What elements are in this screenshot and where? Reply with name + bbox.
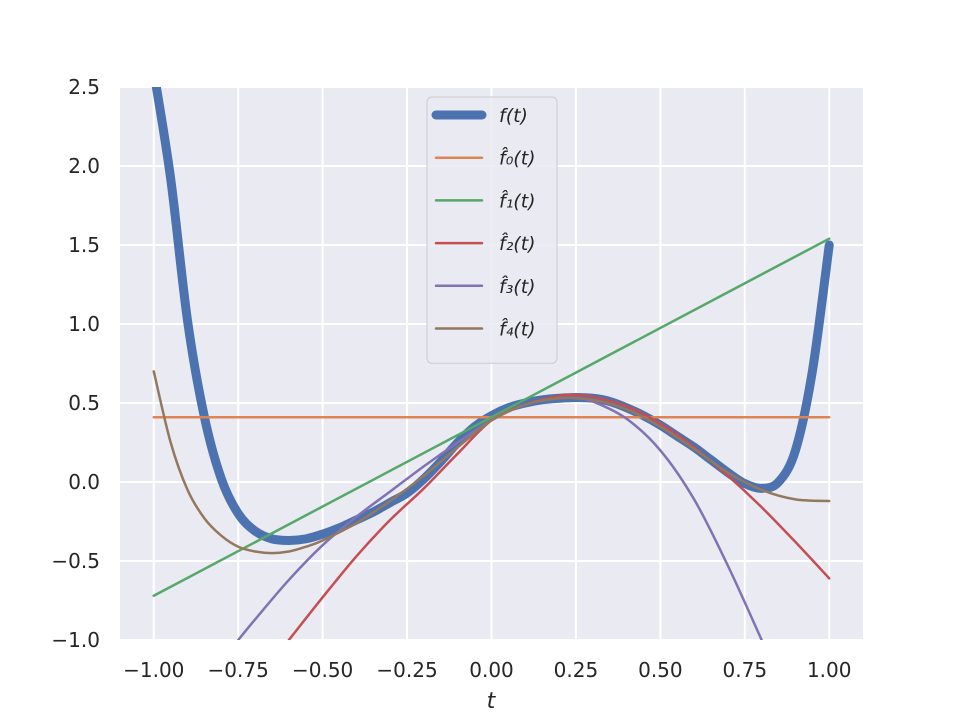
x-axis-label: t [487,689,497,714]
x-tick-label: −0.50 [292,658,353,682]
y-tick-label: 1.5 [68,233,100,257]
series-line-f2 [287,393,831,640]
legend-box [426,96,558,364]
y-tick-label: −1.0 [51,628,100,652]
legend-label-f0: f̂₀(t) [499,147,536,169]
legend: f(t) f̂₀(t) f̂₁(t) f̂₂(t) f̂₃(t) f̂₄(t) [426,96,558,364]
legend-label-f2: f̂₂(t) [499,233,536,255]
x-tick-label: −0.25 [376,658,437,682]
legend-label-f1: f̂₁(t) [499,190,536,212]
y-tick-label: 2.0 [68,154,100,178]
y-tick-label: −0.5 [51,549,100,573]
y-tick-label: 2.5 [68,75,100,99]
series-line-f1 [152,237,831,598]
x-tick-label: 0.75 [723,658,768,682]
legend-label-f(t): f(t) [499,105,528,127]
series-lines [151,87,834,640]
x-tick-label: −0.75 [208,658,269,682]
x-tick-label: −1.00 [123,658,184,682]
legend-label-f3: f̂₃(t) [499,275,536,297]
tick-labels: −1.00 −0.75 −0.50 −0.25 0.00 0.25 0.50 0.75 1.00… [51,75,851,682]
series-line-f4 [152,370,831,555]
x-tick-label: 0.25 [554,658,599,682]
x-tick-label: 0.00 [469,658,514,682]
y-tick-label: 0.5 [68,391,100,415]
legend-label-f4: f̂₄(t) [499,318,536,340]
x-tick-label: 0.50 [638,658,683,682]
y-tick-label: 1.0 [68,312,100,336]
y-tick-label: 0.0 [68,470,100,494]
x-tick-label: 1.00 [807,658,852,682]
